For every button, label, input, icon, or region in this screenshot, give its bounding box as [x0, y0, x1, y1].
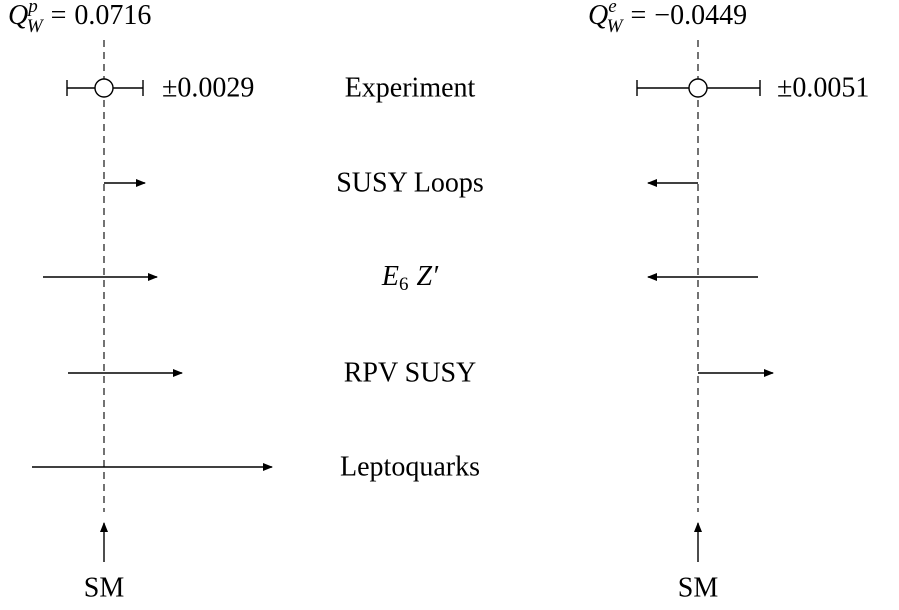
measurement	[688, 78, 708, 98]
measurement	[94, 78, 114, 98]
row-label: Experiment	[345, 72, 476, 103]
right-header: Qe W = −0.0449	[588, 0, 747, 37]
row-label: RPV SUSY	[344, 357, 477, 388]
sm-label: SM	[678, 572, 719, 603]
left-header: Qp W = 0.0716	[8, 0, 151, 37]
row-label: E6 Z′	[381, 261, 439, 295]
error-label: ±0.0029	[162, 72, 254, 103]
error-label: ±0.0051	[777, 72, 869, 103]
row-label: Leptoquarks	[340, 451, 480, 482]
row-label: SUSY Loops	[336, 167, 484, 198]
sm-label: SM	[84, 572, 125, 603]
